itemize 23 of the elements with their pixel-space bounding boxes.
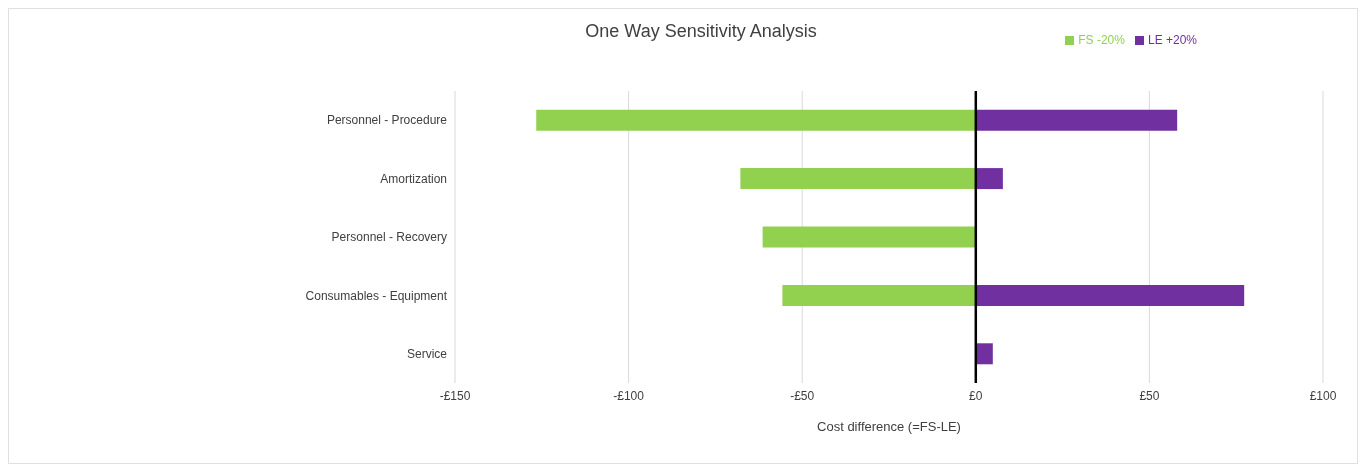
bar xyxy=(975,109,1178,131)
bar xyxy=(762,226,976,248)
bar xyxy=(975,284,1245,306)
bar xyxy=(975,343,993,365)
y-tick-label: Personnel - Recovery xyxy=(331,230,447,245)
x-tick-label: -£150 xyxy=(439,388,471,403)
bar xyxy=(975,168,1003,190)
bar xyxy=(782,284,976,306)
x-tick-label: £100 xyxy=(1309,388,1337,403)
x-axis-title: Cost difference (=FS-LE) xyxy=(817,419,961,434)
y-tick-label: Personnel - Procedure xyxy=(326,113,448,128)
x-tick-label: £50 xyxy=(1139,388,1160,403)
y-tick-label: Amortization xyxy=(380,171,447,186)
x-tick-label: -£100 xyxy=(613,388,645,403)
legend-label: FS -20% xyxy=(1078,33,1125,47)
x-tick-label: -£50 xyxy=(790,388,815,403)
bar xyxy=(536,109,976,131)
y-tick-label: Service xyxy=(406,347,448,362)
x-tick-label: £0 xyxy=(969,388,983,403)
chart-title: One Way Sensitivity Analysis xyxy=(585,21,817,41)
legend-label: LE +20% xyxy=(1147,33,1197,47)
bar xyxy=(740,168,976,190)
y-tick-label: Consumables - Equipment xyxy=(305,288,448,303)
